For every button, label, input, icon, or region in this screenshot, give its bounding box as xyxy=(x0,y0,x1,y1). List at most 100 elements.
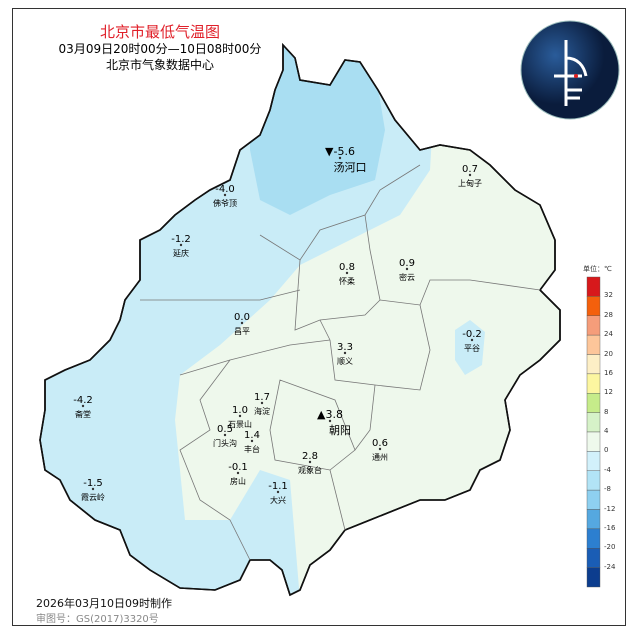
map-review-number: 审图号：GS(2017)3320号 xyxy=(36,614,159,625)
legend-tick: 16 xyxy=(604,368,613,377)
data-source: 北京市气象数据中心 xyxy=(105,58,214,72)
station-name: 佛爷顶 xyxy=(213,198,237,208)
station-0: ▼-5.6 汤河口 xyxy=(325,145,366,174)
legend-swatch xyxy=(586,528,601,549)
station-value: 0.8 xyxy=(339,262,355,273)
station-dot xyxy=(81,404,85,408)
station-name: 大兴 xyxy=(270,495,286,505)
station-dot xyxy=(179,243,183,247)
legend-tick: 20 xyxy=(604,349,613,358)
station-11: ▲3.8 朝阳 xyxy=(317,408,351,437)
station-name: 密云 xyxy=(399,272,415,282)
station-value: 3.3 xyxy=(337,342,353,353)
station-1: 0.7 上甸子 xyxy=(458,164,482,188)
legend-tick: 28 xyxy=(604,310,613,319)
station-value: 1.7 xyxy=(254,392,270,403)
production-time: 2026年03月10日09时制作 xyxy=(36,597,172,610)
station-name: 平谷 xyxy=(464,344,480,353)
legend-swatch xyxy=(586,567,601,588)
station-dot xyxy=(238,414,242,418)
legend-tick: -20 xyxy=(604,543,616,552)
station-value: ▲3.8 xyxy=(317,408,343,421)
legend-swatch xyxy=(586,431,601,452)
legend-swatch xyxy=(586,373,601,394)
station-19: -1.5 霞云岭 xyxy=(81,478,105,502)
legend-tick: 12 xyxy=(604,388,613,397)
station-value: 0.9 xyxy=(399,258,415,269)
station-7: -0.2 平谷 xyxy=(462,329,482,353)
station-dot xyxy=(223,433,227,437)
station-value: -1.1 xyxy=(268,481,288,492)
station-value: 1.0 xyxy=(232,405,248,416)
time-period: 03月09日20时00分—10日08时00分 xyxy=(58,42,262,56)
station-value: 2.8 xyxy=(302,451,318,462)
station-value: 0.5 xyxy=(217,424,233,435)
station-value: 1.4 xyxy=(244,430,260,441)
station-dot xyxy=(240,321,244,325)
station-8: 3.3 顺义 xyxy=(337,342,353,366)
station-value: 0.7 xyxy=(462,164,478,175)
station-value: -1.2 xyxy=(171,234,191,245)
station-18: -1.1 大兴 xyxy=(268,481,288,505)
station-dot xyxy=(345,271,349,275)
legend-swatch xyxy=(586,393,601,413)
map-title: 北京市最低气温图 xyxy=(99,23,220,41)
station-name: 怀柔 xyxy=(339,276,355,286)
station-dot xyxy=(328,419,332,423)
station-10: 1.7 海淀 xyxy=(254,392,270,416)
legend-tick: 4 xyxy=(604,427,609,435)
station-dot xyxy=(468,173,472,177)
station-name: 昌平 xyxy=(234,327,250,336)
coldest-zone xyxy=(250,45,385,215)
station-name: 海淀 xyxy=(254,406,270,416)
legend-swatch xyxy=(586,276,601,297)
station-name: 门头沟 xyxy=(213,438,237,448)
station-dot xyxy=(343,351,347,355)
legend-tick: -12 xyxy=(604,504,616,513)
station-dot xyxy=(260,401,264,405)
station-value: -1.5 xyxy=(83,478,103,489)
station-value: 0.0 xyxy=(234,312,250,323)
station-4: 0.8 怀柔 xyxy=(339,262,355,286)
map-frame xyxy=(12,8,626,626)
station-value: -4.2 xyxy=(73,395,93,406)
legend-swatch xyxy=(586,451,601,471)
station-value: -0.1 xyxy=(228,462,248,473)
station-value: -0.2 xyxy=(462,329,482,340)
station-name: 石景山 xyxy=(228,419,252,429)
district-boundaries xyxy=(140,164,541,561)
station-name: 观象台 xyxy=(298,465,322,475)
station-16: 2.8 观象台 xyxy=(298,451,322,475)
legend-swatch xyxy=(586,296,601,316)
legend-swatch xyxy=(586,412,601,433)
cold-patch-pinggu xyxy=(455,320,485,375)
color-legend xyxy=(586,276,601,588)
station-dot xyxy=(250,439,254,443)
station-14: 1.4 丰台 xyxy=(244,430,260,454)
legend-tick: 24 xyxy=(604,330,613,339)
legend-tick: -24 xyxy=(604,562,616,571)
legend-swatch xyxy=(586,470,601,491)
station-name: 房山 xyxy=(230,476,246,486)
station-12: 1.0 石景山 xyxy=(228,405,252,429)
station-name: 霞云岭 xyxy=(81,492,105,502)
legend-swatch xyxy=(586,315,601,336)
station-dot xyxy=(470,338,474,342)
station-dot xyxy=(338,156,342,160)
station-name: 汤河口 xyxy=(334,160,367,174)
station-dot xyxy=(223,193,227,197)
legend-tick: 32 xyxy=(604,291,613,300)
station-6: 0.0 昌平 xyxy=(234,312,250,336)
legend-swatch xyxy=(586,334,601,355)
station-17: -0.1 房山 xyxy=(228,462,248,486)
station-value: -4.0 xyxy=(215,184,235,195)
legend-tick: 0 xyxy=(604,446,609,455)
station-dot xyxy=(405,267,409,271)
station-9: -4.2 斋堂 xyxy=(73,395,93,419)
station-value: ▼-5.6 xyxy=(325,145,355,158)
station-5: 0.9 密云 xyxy=(399,258,415,282)
station-dot xyxy=(91,487,95,491)
legend-tick: -4 xyxy=(604,465,611,474)
legend-swatch xyxy=(586,354,601,375)
